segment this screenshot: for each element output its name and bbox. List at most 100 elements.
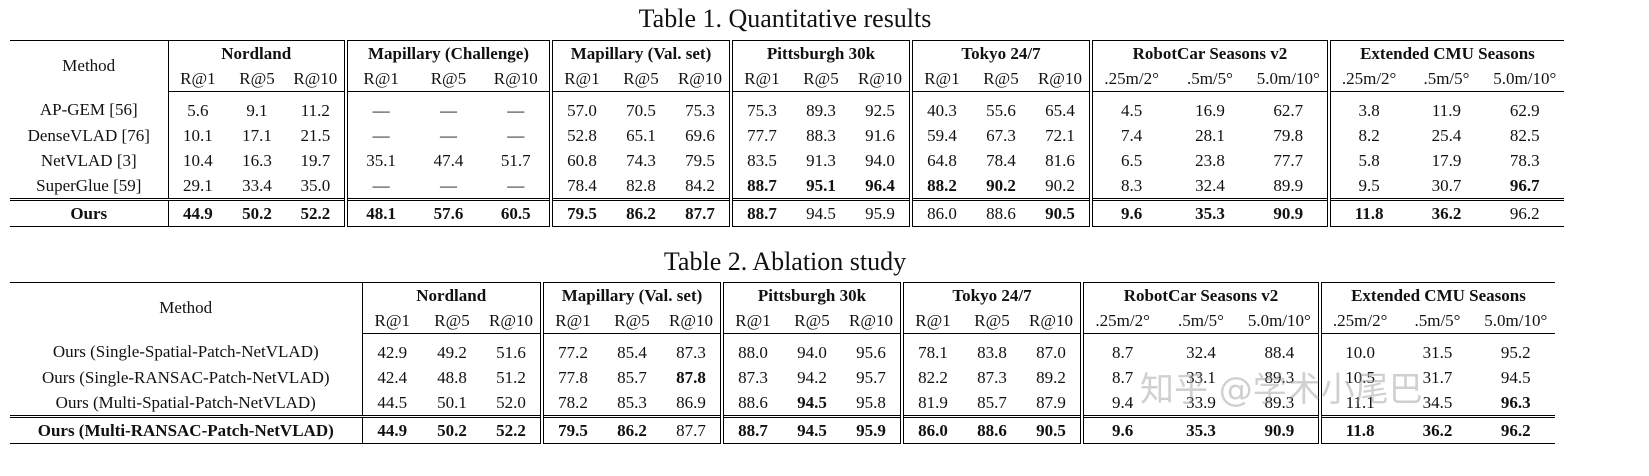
value-cell: — bbox=[507, 175, 525, 195]
value-cell: 25.4 bbox=[1431, 125, 1462, 145]
value-cell: 79.5 bbox=[548, 198, 611, 227]
header-row: Method Nordland Mapillary (Challenge) Mapil… bbox=[10, 40, 1564, 92]
subheader: R@1 bbox=[540, 308, 602, 334]
value-cell: 78.3 bbox=[1509, 150, 1540, 170]
value-cell: 31.7 bbox=[1422, 367, 1453, 387]
table-row: Ours (Multi-Spatial-Patch-NetVLAD) 44.5 50… bbox=[10, 390, 1555, 417]
value-cell: — bbox=[343, 91, 415, 123]
value-cell: 55.6 bbox=[986, 100, 1016, 120]
value-cell: 10.0 bbox=[1317, 333, 1399, 365]
subheader: R@1 bbox=[720, 308, 782, 334]
method-cell: Ours bbox=[10, 198, 168, 227]
value-cell: 95.9 bbox=[842, 415, 902, 444]
value-cell: 95.1 bbox=[806, 175, 836, 195]
value-cell: 95.9 bbox=[850, 198, 911, 227]
value-cell: 44.5 bbox=[361, 390, 422, 417]
subheader: 5.0m/10° bbox=[1476, 308, 1555, 334]
value-cell: 5.8 bbox=[1326, 148, 1408, 173]
subheader: R@5 bbox=[610, 66, 671, 92]
value-cell: 83.5 bbox=[728, 148, 791, 173]
value-cell: 96.2 bbox=[1485, 198, 1564, 227]
value-cell: 87.7 bbox=[670, 198, 731, 227]
value-cell: 79.5 bbox=[685, 150, 715, 170]
watermark: 知乎 @学术小尾巴 bbox=[1140, 370, 1423, 410]
value-cell: 96.3 bbox=[1500, 392, 1531, 412]
method-cell: Ours (Multi-Spatial-Patch-NetVLAD) bbox=[55, 392, 316, 412]
column-header: Method bbox=[10, 40, 168, 92]
value-cell: 8.3 bbox=[1088, 173, 1171, 200]
group-header: Mapillary (Val. set) bbox=[540, 282, 722, 308]
group-header: RobotCar Seasons v2 bbox=[1088, 40, 1329, 66]
value-cell: 88.4 bbox=[1264, 342, 1295, 362]
value-cell: 85.4 bbox=[617, 342, 647, 362]
table-row: SuperGlue [59] 29.1 33.4 35.0 — — — 78.4 82.8 84.… bbox=[10, 173, 1564, 200]
value-cell: 11.8 bbox=[1326, 198, 1408, 227]
value-cell: 78.2 bbox=[540, 390, 602, 417]
value-cell: 89.2 bbox=[1036, 367, 1066, 387]
subheader: .5m/5° bbox=[1398, 308, 1477, 334]
value-cell: 52.2 bbox=[286, 198, 346, 227]
value-cell: 87.3 bbox=[977, 367, 1007, 387]
subheader: 5.0m/10° bbox=[1240, 308, 1320, 334]
column-header: Method bbox=[10, 282, 362, 334]
value-cell: 87.3 bbox=[676, 342, 706, 362]
value-cell: 88.6 bbox=[962, 415, 1022, 444]
value-cell: 9.1 bbox=[246, 100, 268, 120]
value-cell: 50.1 bbox=[437, 392, 467, 412]
value-cell: 51.7 bbox=[500, 150, 531, 170]
subheader: R@5 bbox=[790, 66, 851, 92]
value-cell: — bbox=[507, 100, 525, 120]
value-cell: 94.5 bbox=[1500, 367, 1531, 387]
value-cell: 88.0 bbox=[720, 333, 782, 365]
value-cell: 16.3 bbox=[242, 150, 272, 170]
value-cell: 21.5 bbox=[300, 125, 331, 145]
subheader: .25m/2° bbox=[1317, 308, 1399, 334]
subheader: 5.0m/10° bbox=[1485, 66, 1564, 92]
value-cell: 64.8 bbox=[908, 148, 971, 173]
value-cell: 87.3 bbox=[720, 365, 782, 390]
subheader: R@1 bbox=[343, 66, 415, 92]
table-row: NetVLAD [3] 10.4 16.3 19.7 35.1 47.4 51.7 60.8 7… bbox=[10, 148, 1564, 173]
value-cell: 62.7 bbox=[1273, 100, 1304, 120]
value-cell: 33.1 bbox=[1186, 367, 1216, 387]
subheader: R@10 bbox=[482, 308, 542, 334]
subheader: .25m/2° bbox=[1079, 308, 1162, 334]
value-cell: 86.0 bbox=[900, 415, 962, 444]
value-cell: 91.3 bbox=[806, 150, 836, 170]
group-header: Tokyo 24/7 bbox=[908, 40, 1091, 66]
table-title: Table 1. Quantitative results bbox=[638, 4, 932, 33]
value-cell: 90.5 bbox=[1030, 198, 1091, 227]
group-header: Extended CMU Seasons bbox=[1317, 282, 1555, 308]
subheader: R@5 bbox=[782, 308, 842, 334]
value-cell: 96.7 bbox=[1509, 175, 1540, 195]
subheader: R@5 bbox=[602, 308, 662, 334]
method-cell: Ours (Single-Spatial-Patch-NetVLAD) bbox=[52, 342, 319, 362]
subheader: R@5 bbox=[970, 66, 1031, 92]
subheader: R@10 bbox=[482, 66, 551, 92]
value-cell: 94.5 bbox=[790, 198, 851, 227]
value-cell: 77.8 bbox=[540, 365, 602, 390]
value-cell: 75.3 bbox=[728, 91, 791, 123]
value-cell: 90.9 bbox=[1240, 415, 1320, 444]
value-cell: 28.1 bbox=[1195, 125, 1225, 145]
value-cell: 95.2 bbox=[1500, 342, 1531, 362]
subheader: R@10 bbox=[842, 308, 902, 334]
value-cell: 94.0 bbox=[797, 342, 827, 362]
value-cell: 9.5 bbox=[1326, 173, 1408, 200]
value-cell: 95.7 bbox=[856, 367, 886, 387]
value-cell: 79.5 bbox=[540, 415, 602, 444]
subheader: R@5 bbox=[962, 308, 1022, 334]
subheader: R@10 bbox=[662, 308, 722, 334]
value-cell: 36.2 bbox=[1398, 415, 1477, 444]
value-cell: — bbox=[507, 125, 525, 145]
value-cell: 88.6 bbox=[720, 390, 782, 417]
group-header: Tokyo 24/7 bbox=[900, 282, 1082, 308]
subheader: .5m/5° bbox=[1407, 66, 1486, 92]
value-cell: 9.6 bbox=[1079, 415, 1162, 444]
subheader: R@10 bbox=[1022, 308, 1082, 334]
value-cell: 70.5 bbox=[626, 100, 656, 120]
value-cell: 86.9 bbox=[676, 392, 706, 412]
subheader-row: R@1 R@5 R@10 R@1 R@5 R@10 R@1 R@5 R@10 R@1 R@5 R@10… bbox=[10, 66, 1564, 92]
method-cell: DenseVLAD [76] bbox=[27, 125, 150, 145]
value-cell: 9.4 bbox=[1079, 390, 1162, 417]
